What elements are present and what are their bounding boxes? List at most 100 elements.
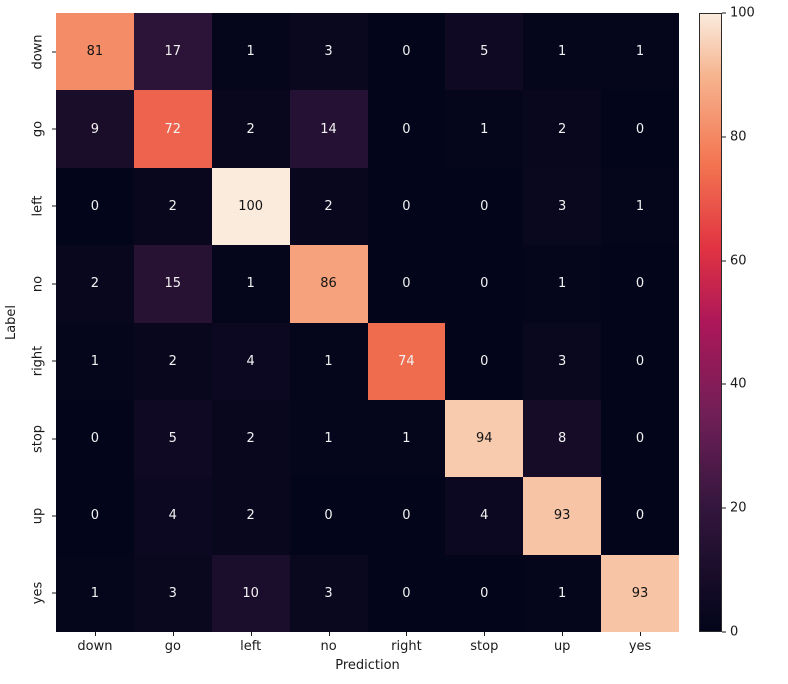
heatmap-cell-go-yes: 0	[601, 90, 679, 168]
cell-value: 3	[558, 353, 567, 369]
colorbar-gradient	[699, 13, 722, 632]
heatmap-cell-down-right: 0	[367, 13, 446, 91]
cell-value: 1	[635, 198, 645, 214]
heatmap-cell-up-left: 2	[211, 477, 290, 555]
heatmap-cell-yes-left: 10	[211, 554, 290, 632]
cell-value: 2	[246, 508, 255, 524]
x-tick-label: down	[77, 639, 113, 654]
heatmap-cell-stop-yes: 0	[601, 399, 679, 478]
heatmap-cell-no-down: 2	[56, 245, 134, 323]
cell-value: 0	[90, 508, 100, 524]
heatmap-cell-up-go: 4	[133, 477, 212, 555]
cell-value: 0	[90, 431, 100, 447]
cell-value: 0	[480, 276, 489, 292]
heatmap-cell-no-up: 1	[523, 245, 602, 323]
heatmap-cell-down-up: 1	[523, 13, 602, 91]
heatmap-cell-right-down: 1	[56, 322, 134, 400]
heatmap-cell-right-up: 3	[523, 322, 602, 400]
heatmap-cell-up-stop: 4	[445, 477, 524, 555]
heatmap-cell-no-yes: 0	[601, 245, 679, 323]
heatmap-cell-go-up: 2	[523, 90, 602, 168]
heatmap-cell-down-yes: 1	[601, 13, 679, 91]
cell-value: 1	[635, 44, 645, 60]
colorbar-tick-labels: 0 20 40 60 80 100	[722, 7, 782, 639]
heatmap-cell-stop-stop: 94	[445, 399, 524, 478]
heatmap-cell-down-stop: 5	[445, 13, 524, 91]
colorbar-tick-80: 80	[722, 130, 747, 143]
heatmap-cell-down-down: 81	[56, 13, 134, 91]
y-tick-left: left	[26, 168, 56, 245]
heatmap-cell-left-down: 0	[56, 167, 134, 246]
x-tick-label: left	[240, 639, 262, 654]
heatmap-cell-up-no: 0	[289, 477, 368, 555]
cell-value: 0	[324, 508, 333, 524]
cell-value: 0	[90, 198, 100, 214]
heatmap-cell-stop-no: 1	[289, 399, 368, 478]
cell-value: 3	[168, 585, 177, 601]
x-axis-title: Prediction	[335, 658, 400, 673]
colorbar-tick-value: 80	[730, 129, 747, 145]
cell-value: 0	[635, 431, 645, 447]
cell-value: 81	[86, 44, 104, 60]
y-tick-label: left	[30, 195, 46, 217]
cell-value: 5	[168, 431, 177, 447]
heatmap-cell-left-up: 3	[523, 167, 602, 246]
cell-value: 3	[324, 44, 333, 60]
colorbar: 0 20 40 60 80 100	[699, 7, 755, 639]
cell-value: 1	[246, 276, 255, 292]
heatmap-cell-right-no: 1	[289, 322, 368, 400]
heatmap-cell-right-right: 74	[367, 322, 446, 400]
heatmap-cell-go-go: 72	[133, 90, 212, 168]
y-tick-label: right	[30, 345, 46, 377]
cell-value: 1	[558, 276, 567, 292]
cell-value: 1	[558, 585, 567, 601]
x-tick-left: left	[212, 632, 290, 654]
heatmap-cell-go-left: 2	[211, 90, 290, 168]
x-tick-go: go	[134, 632, 212, 654]
y-tick-label: no	[30, 275, 46, 292]
cell-value: 5	[480, 44, 489, 60]
cell-value: 17	[164, 44, 182, 60]
heatmap-cell-left-right: 0	[367, 167, 446, 246]
heatmap-cell-go-stop: 1	[445, 90, 524, 168]
heatmap-cell-yes-down: 1	[56, 554, 134, 632]
cell-value: 94	[476, 431, 493, 447]
y-tick-label: yes	[30, 582, 46, 605]
x-tick-stop: stop	[445, 632, 523, 654]
cell-value: 72	[164, 121, 182, 137]
heatmap-cell-stop-down: 0	[56, 399, 134, 478]
heatmap-cell-no-go: 15	[133, 245, 212, 323]
cell-value: 4	[480, 508, 489, 524]
heatmap-cell-go-right: 0	[367, 90, 446, 168]
heatmap-cell-up-up: 93	[523, 477, 602, 555]
cell-value: 2	[558, 121, 567, 137]
heatmap-cell-left-no: 2	[289, 167, 368, 246]
y-tick-right: right	[26, 323, 56, 400]
cell-value: 1	[402, 431, 411, 447]
colorbar-tick-value: 60	[730, 253, 747, 269]
heatmap-cell-stop-left: 2	[211, 399, 290, 478]
y-tick-label: down	[30, 34, 46, 70]
cell-value: 2	[168, 198, 177, 214]
x-tick-label: stop	[470, 639, 499, 654]
heatmap-cell-yes-yes: 93	[601, 554, 679, 632]
heatmap-cell-left-left: 100	[211, 167, 290, 246]
colorbar-tickmark	[722, 631, 726, 633]
heatmap-cell-go-down: 9	[56, 90, 134, 168]
cell-value: 0	[480, 353, 489, 369]
heatmap-cell-left-yes: 1	[601, 167, 679, 246]
colorbar-tick-value: 0	[730, 624, 739, 640]
cell-value: 15	[164, 276, 182, 292]
colorbar-tick-value: 20	[730, 500, 747, 516]
cell-value: 2	[168, 353, 177, 369]
colorbar-tickmark	[722, 507, 726, 509]
x-tick-up: up	[523, 632, 601, 654]
y-tick-yes: yes	[26, 555, 56, 632]
cell-value: 10	[242, 585, 259, 601]
heatmap-cell-yes-go: 3	[133, 554, 212, 632]
cell-value: 0	[402, 508, 411, 524]
heatmap-cell-no-stop: 0	[445, 245, 524, 323]
colorbar-tick-20: 20	[722, 502, 747, 515]
cell-value: 93	[553, 508, 571, 524]
heatmap-cell-left-stop: 0	[445, 167, 524, 246]
